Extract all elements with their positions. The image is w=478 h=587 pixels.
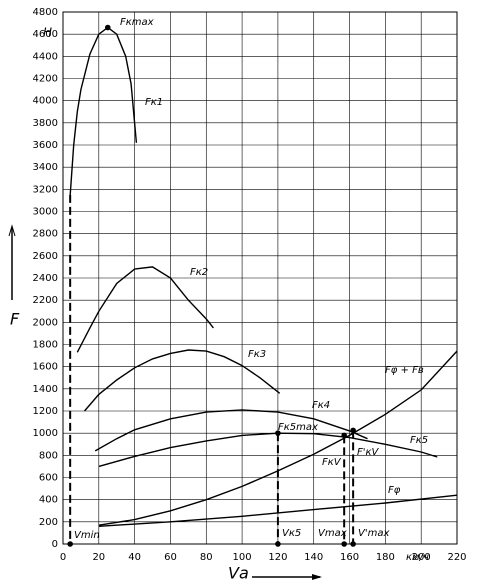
y-arrow-head — [8, 224, 16, 237]
x-unit: км/ч — [406, 552, 429, 563]
x-tick-label: 0 — [60, 552, 66, 563]
x-tick-label: 180 — [376, 552, 395, 563]
x-tick-label: 60 — [164, 552, 177, 563]
series-label: Fк4 — [312, 400, 330, 411]
curve — [94, 409, 368, 452]
y-tick-label: 1400 — [33, 384, 58, 395]
y-tick-label: 1000 — [33, 428, 58, 439]
y-tick-label: 2000 — [33, 317, 58, 328]
point — [104, 24, 111, 31]
series-label: Fφ — [388, 485, 401, 496]
series-label: Fк1 — [145, 97, 163, 108]
x-tick-label: 220 — [447, 552, 466, 563]
x-axis-label: Vа — [228, 564, 249, 583]
curve — [98, 432, 438, 468]
y-tick-label: 4400 — [33, 51, 58, 62]
y-tick-label: 3400 — [33, 162, 58, 173]
y-tick-label: 3800 — [33, 118, 58, 129]
series-label: Fк2 — [190, 267, 208, 278]
x-tick-label: 140 — [304, 552, 323, 563]
x-tick-label: 40 — [128, 552, 141, 563]
axis-point — [275, 541, 281, 547]
x-tick-label: 120 — [268, 552, 287, 563]
y-tick-label: 4600 — [33, 29, 58, 40]
curve — [76, 266, 214, 353]
y-tick-label: 2200 — [33, 295, 58, 306]
x-arrow-head — [312, 574, 322, 580]
y-tick-label: 3000 — [33, 207, 58, 218]
axis-point-label: V'max — [358, 528, 389, 539]
point-label: Fкmax — [120, 17, 154, 28]
y-tick-label: 3600 — [33, 140, 58, 151]
y-tick-label: 600 — [39, 473, 58, 484]
plot-frame — [62, 11, 458, 545]
point-label: FкV — [322, 457, 342, 468]
y-tick-label: 2800 — [33, 229, 58, 240]
series-label: Fк5 — [410, 435, 428, 446]
y-tick-label: 0 — [52, 539, 58, 550]
y-tick-label: 1200 — [33, 406, 58, 417]
y-tick-label: 400 — [39, 495, 58, 506]
y-tick-label: 4800 — [33, 7, 58, 18]
x-tick-label: 20 — [92, 552, 105, 563]
y-tick-label: 200 — [39, 517, 58, 528]
y-tick-label: 1800 — [33, 340, 58, 351]
x-tick-label: 100 — [233, 552, 252, 563]
x-tick-label: 80 — [200, 552, 213, 563]
y-tick-label: 2400 — [33, 273, 58, 284]
y-tick-label: 3200 — [33, 184, 58, 195]
point-label: F'кV — [357, 447, 380, 458]
series-label: Fк3 — [248, 349, 266, 360]
curve — [69, 26, 138, 195]
y-tick-label: 4200 — [33, 74, 58, 85]
axis-point-label: Vmin — [74, 530, 100, 541]
y-tick-label: 1600 — [33, 362, 58, 373]
y-tick-label: 800 — [39, 450, 58, 461]
point-label: Fк5max — [278, 422, 318, 433]
axis-point — [341, 541, 347, 547]
y-tick-label: 4000 — [33, 96, 58, 107]
x-tick-label: 160 — [340, 552, 359, 563]
x-tick-label: 200 — [412, 552, 431, 563]
y-tick-label: 2600 — [33, 251, 58, 262]
y-unit: H — [43, 26, 52, 40]
axis-point — [350, 541, 356, 547]
axis-point — [67, 541, 73, 547]
y-axis-label: F — [10, 310, 20, 329]
axis-point-label: Vmax — [318, 528, 347, 539]
series-label: Fφ + Fв — [385, 365, 424, 376]
curve — [83, 349, 281, 412]
axis-point-label: Vк5 — [282, 528, 301, 539]
